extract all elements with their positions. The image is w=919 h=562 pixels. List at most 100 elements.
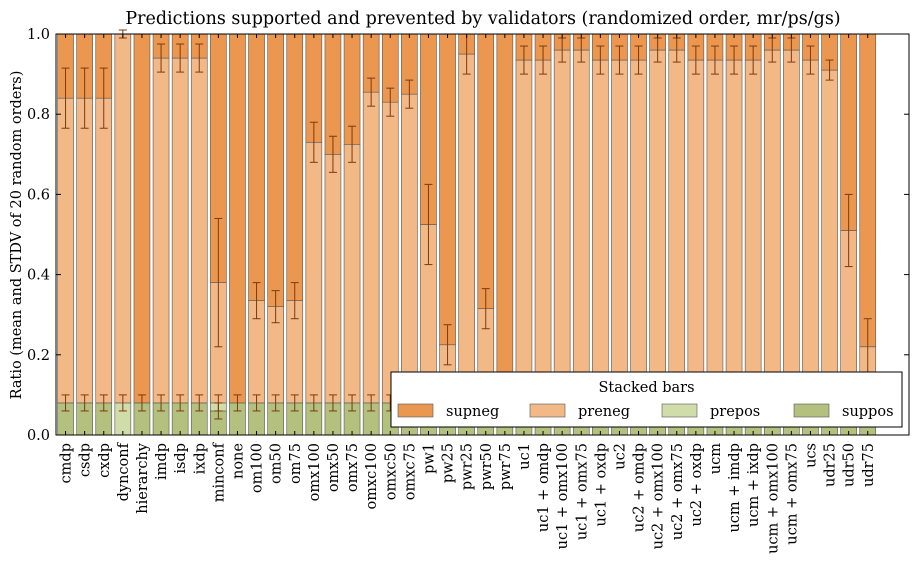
y-tick-label: 0.4 — [27, 268, 50, 284]
errorbar-preneg-41 — [844, 193, 853, 268]
errorbar-preneg-28 — [596, 45, 605, 75]
x-tick-label: ucm — [708, 443, 724, 474]
errorbar-preneg-20 — [443, 324, 452, 366]
errorbar-suppos-2 — [99, 394, 108, 412]
errorbar-prepos-8 — [214, 394, 223, 412]
y-tick-label: 0.2 — [27, 348, 50, 364]
x-tick-label: uc2 + oxdp — [689, 443, 705, 527]
x-tick-label: omxc75 — [402, 443, 418, 500]
bar-supneg-22 — [477, 33, 495, 309]
errorbar-suppos-5 — [157, 394, 166, 412]
errorbar-preneg-15 — [348, 125, 357, 163]
errorbar-suppos-7 — [195, 394, 204, 412]
errorbar-preneg-13 — [309, 121, 318, 163]
legend-box — [390, 371, 903, 428]
y-tick-label: 0.0 — [27, 428, 50, 444]
legend-swatch-preneg — [529, 403, 566, 418]
errorbar-suppos-0 — [61, 394, 70, 412]
errorbar-preneg-18 — [405, 79, 414, 109]
errorbar-suppos-11 — [271, 394, 280, 412]
x-tick-label: ucm + imdp — [727, 443, 743, 533]
legend-swatch-supneg — [397, 403, 434, 418]
errorbar-preneg-32 — [672, 37, 681, 63]
bar-preneg-37 — [763, 49, 781, 404]
errorbar-preneg-17 — [386, 87, 395, 117]
x-tick-label: uc1 + omx100 — [555, 443, 571, 549]
x-tick-label: udr50 — [842, 443, 858, 487]
plot-frame — [55, 33, 910, 436]
errorbar-preneg-29 — [615, 45, 624, 75]
x-tick-label: ixdp — [192, 443, 208, 474]
bar-preneg-30 — [630, 59, 647, 404]
x-tick-label: uc2 — [612, 443, 628, 470]
errorbar-preneg-6 — [176, 43, 185, 73]
bar-supneg-23 — [496, 33, 514, 404]
x-tick-label: uc2 + omx100 — [651, 443, 667, 549]
errorbar-preneg-34 — [710, 45, 719, 75]
x-tick-label: ucs — [803, 443, 819, 468]
y-axis-label: Ratio (mean and STDV of 20 random orders… — [9, 71, 25, 400]
errorbar-preneg-33 — [691, 45, 700, 75]
x-tick-label: omx75 — [345, 443, 361, 492]
errorbar-suppos-1 — [80, 394, 89, 412]
bar-preneg-18 — [401, 93, 418, 404]
errorbar-preneg-24 — [519, 45, 528, 75]
legend-label-suppos: suppos — [842, 404, 894, 420]
x-tick-label: csdp — [78, 443, 94, 477]
errorbar-suppos-9 — [233, 394, 242, 412]
x-tick-label: uc1 + omdp — [536, 443, 552, 532]
x-tick-label: ucm + ixdp — [746, 443, 762, 527]
errorbar-preneg-22 — [481, 288, 490, 330]
bar-preneg-1 — [76, 97, 93, 404]
x-tick-label: uc2 + omx75 — [670, 443, 686, 540]
bar-preneg-34 — [706, 59, 724, 404]
bar-preneg-36 — [744, 59, 762, 404]
legend-swatch-suppos — [793, 403, 830, 418]
bar-preneg-25 — [534, 59, 552, 404]
errorbar-preneg-37 — [768, 37, 777, 63]
y-tick-label: 1.0 — [27, 27, 50, 43]
x-tick-label: isdp — [173, 443, 189, 474]
x-tick-label: om50 — [269, 443, 285, 484]
x-tick-label: uc2 + omdp — [632, 443, 648, 532]
errorbar-preneg-2 — [99, 67, 108, 129]
bar-preneg-15 — [343, 143, 361, 404]
bar-preneg-0 — [57, 97, 74, 404]
bar-preneg-14 — [324, 154, 342, 404]
x-tick-label: pwr25 — [460, 443, 476, 490]
errorbar-suppos-16 — [367, 394, 376, 412]
errorbar-preneg-31 — [653, 37, 662, 63]
errorbar-preneg-27 — [577, 37, 586, 63]
bar-supneg-42 — [859, 33, 877, 348]
errorbar-preneg-11 — [271, 290, 280, 324]
legend-label-prepos: prepos — [710, 404, 760, 420]
bar-supneg-12 — [286, 33, 304, 301]
bar-preneg-27 — [572, 49, 590, 404]
errorbar-preneg-16 — [367, 77, 376, 107]
errorbar-preneg-38 — [787, 37, 796, 63]
bar-preneg-29 — [611, 59, 628, 404]
bar-preneg-7 — [190, 57, 208, 404]
bar-preneg-39 — [802, 59, 819, 404]
errorbar-preneg-39 — [806, 45, 815, 75]
errorbar-preneg-35 — [730, 45, 739, 75]
errorbar-preneg-19 — [424, 183, 433, 266]
legend-title: Stacked bars — [598, 380, 694, 396]
errorbar-preneg-5 — [157, 43, 166, 73]
x-tick-label: imdp — [154, 443, 170, 480]
bar-preneg-3 — [114, 33, 132, 404]
errorbar-preneg-26 — [558, 37, 567, 63]
legend-swatch-prepos — [661, 403, 698, 418]
errorbar-suppos-12 — [290, 394, 299, 412]
bar-supneg-9 — [229, 33, 246, 404]
x-tick-label: dynconf — [116, 441, 132, 501]
legend-label-preneg: preneg — [578, 404, 630, 420]
bar-preneg-31 — [649, 49, 666, 404]
errorbar-prepos-3 — [118, 394, 127, 412]
bar-preneg-6 — [171, 57, 189, 404]
bar-preneg-21 — [458, 53, 475, 404]
errorbar-suppos-10 — [252, 394, 261, 412]
x-tick-label: uc1 — [517, 443, 533, 470]
errorbar-preneg-30 — [634, 45, 643, 75]
errorbar-preneg-36 — [749, 45, 758, 75]
